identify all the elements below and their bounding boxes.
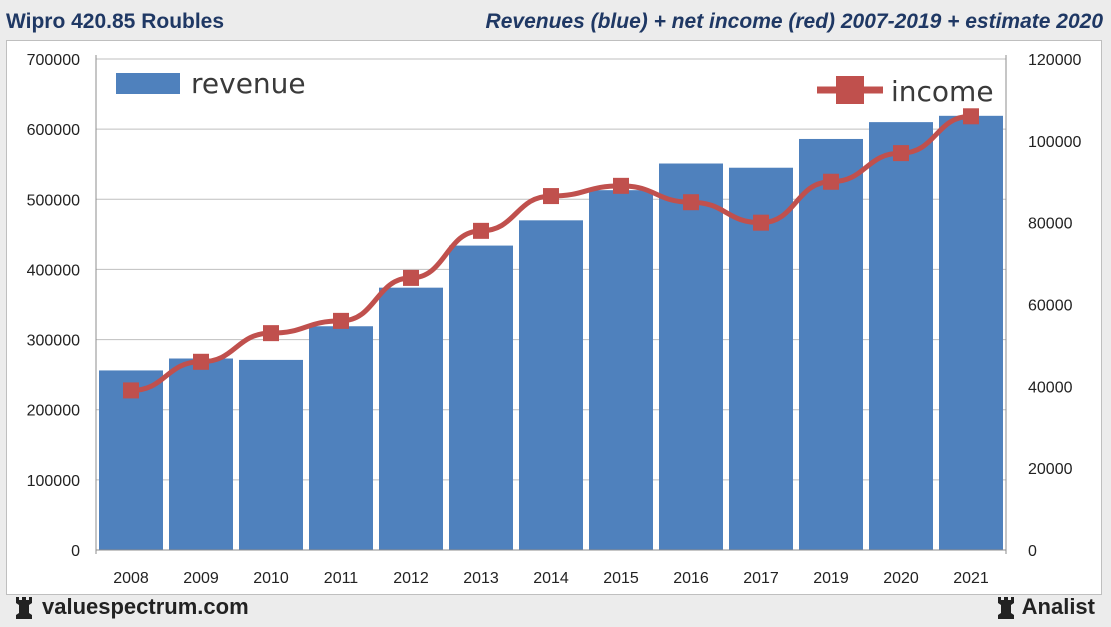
revenue-bar (99, 370, 163, 550)
income-marker (193, 353, 209, 370)
y-right-tick-label: 60000 (1028, 298, 1073, 315)
x-tick-label: 2010 (253, 570, 289, 587)
x-tick-label: 2017 (743, 570, 779, 587)
x-tick-label: 2013 (463, 570, 499, 587)
revenue-bar (869, 122, 933, 550)
income-marker (963, 108, 979, 125)
revenue-bar (169, 358, 233, 550)
y-left-tick-label: 0 (71, 543, 80, 560)
x-tick-label: 2014 (533, 570, 569, 587)
y-right-tick-label: 100000 (1028, 134, 1081, 151)
y-right-tick-label: 20000 (1028, 461, 1073, 478)
income-marker (333, 312, 349, 329)
rook-icon (997, 597, 1014, 619)
chart-frame: 0 100000 200000 300000 400000 500000 600000 700… (6, 40, 1102, 595)
x-tick-label: 2011 (324, 570, 359, 587)
income-legend-label: income (891, 75, 994, 108)
x-tick-label: 2016 (673, 570, 709, 587)
y-left-tick-label: 200000 (27, 403, 80, 420)
income-marker (263, 325, 279, 342)
x-tick-label: 2019 (813, 570, 849, 587)
footer-site: valuespectrum.com (14, 594, 249, 620)
revenue-bar (799, 138, 863, 550)
income-legend-marker (836, 76, 864, 104)
income-marker (123, 382, 139, 399)
combo-chart: 0100000200000300000400000500000600000700… (27, 52, 1082, 587)
income-marker (473, 222, 489, 239)
revenue-legend-swatch (116, 73, 180, 94)
x-tick-label: 2015 (603, 570, 639, 587)
chart-subtitle: Revenues (blue) + net income (red) 2007-… (485, 10, 1103, 33)
y-left-tick-label: 400000 (27, 262, 80, 279)
x-tick-label: 2008 (113, 570, 149, 587)
revenue-bar (519, 220, 583, 551)
revenue-bar (659, 163, 723, 550)
y-right-tick-label: 40000 (1028, 379, 1073, 396)
income-marker (543, 188, 559, 205)
income-marker (893, 145, 909, 162)
revenue-bar (939, 115, 1003, 551)
income-marker (403, 269, 419, 286)
revenue-bar (589, 190, 653, 550)
x-tick-label: 2012 (393, 570, 429, 587)
revenue-bars (99, 115, 1003, 551)
footer-brand: Analist (996, 594, 1095, 620)
page-title: Wipro 420.85 Roubles (6, 10, 225, 33)
revenue-bar (239, 359, 303, 550)
income-line (123, 108, 979, 399)
revenue-bar (729, 167, 793, 550)
revenue-bar (309, 326, 373, 550)
y-right-tick-label: 0 (1028, 543, 1037, 560)
income-marker (683, 194, 699, 211)
y-left-tick-label: 100000 (27, 473, 80, 490)
y-right-tick-label: 80000 (1028, 216, 1073, 233)
x-tick-label: 2021 (953, 570, 989, 587)
income-marker (753, 214, 769, 231)
y-left-tick-label: 600000 (27, 122, 80, 139)
footer-site-text: valuespectrum.com (42, 594, 249, 619)
revenue-legend-label: revenue (191, 67, 306, 100)
income-marker (823, 173, 839, 190)
y-left-tick-label: 700000 (27, 52, 80, 69)
revenue-bar (449, 245, 513, 550)
x-tick-label: 2009 (183, 570, 219, 587)
y-left-tick-label: 300000 (27, 333, 80, 350)
legend: revenue income (116, 67, 994, 108)
axes: 0100000200000300000400000500000600000700… (27, 52, 1082, 587)
revenue-bar (379, 287, 443, 550)
y-left-tick-label: 500000 (27, 192, 80, 209)
income-marker (613, 177, 629, 194)
x-tick-label: 2020 (883, 570, 919, 587)
rook-icon (16, 597, 32, 619)
footer-brand-text: Analist (1021, 594, 1095, 619)
y-right-tick-label: 120000 (1028, 52, 1081, 69)
